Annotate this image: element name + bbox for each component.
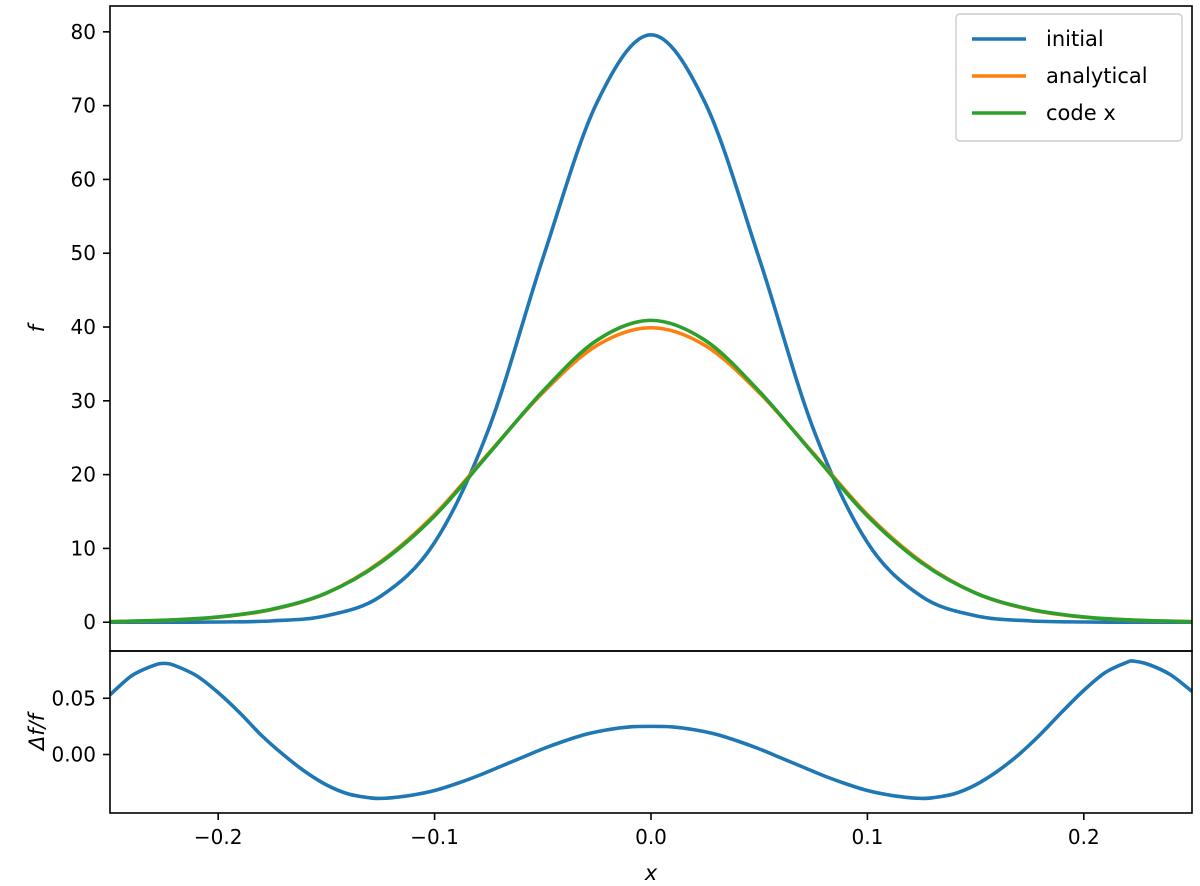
residual-plot-panel: 0.00 0.05 −0.2 −0.1 0.0 0.1 0.2 Δf/f x [25,650,1193,885]
legend-label-code-x: code x [1046,101,1116,125]
main-ytick-label: 30 [71,389,96,413]
legend: initial analytical code x [955,13,1183,142]
main-ytick-label: 20 [71,463,96,487]
x-axis-label: x [644,861,658,885]
residual-series-line [110,659,1192,801]
main-ytick-label: 0 [83,610,96,634]
main-ytick-label: 10 [71,536,96,560]
legend-label-analytical: analytical [1046,64,1148,88]
series-line-code-x [110,318,1192,624]
xtick-label: 0.2 [1068,825,1100,849]
main-series-group [110,32,1192,625]
residual-y-axis-label: Δf/f [25,710,49,752]
residual-axes-frame [109,650,1193,814]
legend-label-initial: initial [1046,27,1104,51]
residual-series-group [110,659,1192,801]
xtick-label: −0.2 [194,825,243,849]
legend-box [955,13,1183,142]
main-y-axis-label: f [25,321,49,332]
series-line-analytical [110,325,1192,624]
main-ytick-label: 80 [71,20,96,44]
xtick-label: 0.1 [851,825,883,849]
main-plot-panel: 0 10 20 30 40 50 60 70 80 f [25,5,1193,652]
main-ytick-label: 70 [71,94,96,118]
residual-ytick-label: 0.05 [51,686,96,710]
main-ytick-label: 40 [71,315,96,339]
series-line-initial [110,32,1192,625]
residual-ytick-label: 0.00 [51,743,96,767]
xtick-label: −0.1 [410,825,459,849]
main-ytick-label: 60 [71,167,96,191]
xtick-label: 0.0 [635,825,667,849]
main-ytick-label: 50 [71,241,96,265]
